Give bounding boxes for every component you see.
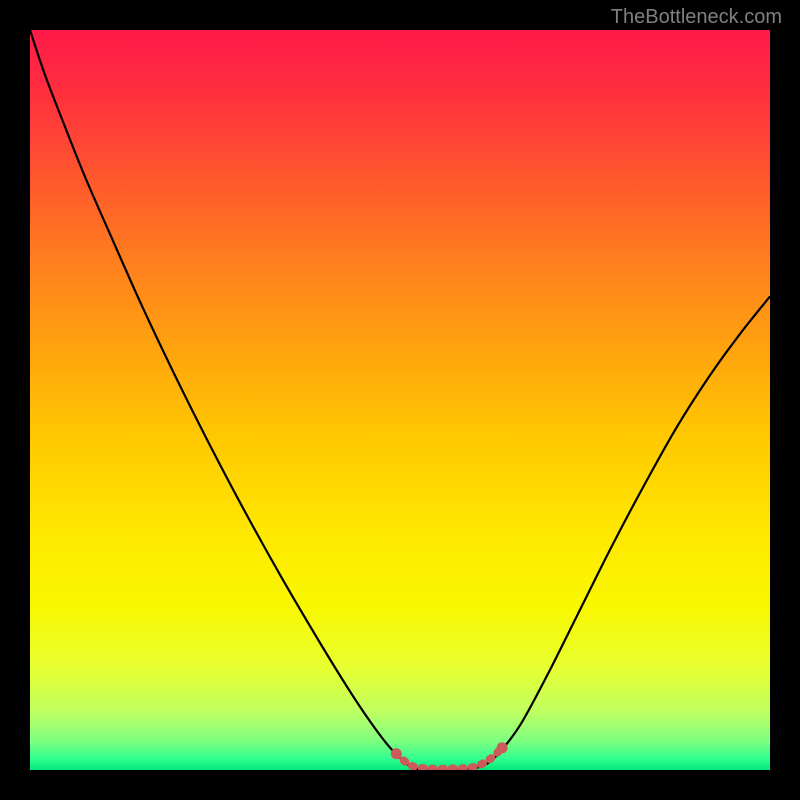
bottleneck-curve bbox=[30, 30, 770, 770]
curve-layer bbox=[30, 30, 770, 770]
chart-container bbox=[30, 30, 770, 770]
watermark-text: TheBottleneck.com bbox=[611, 6, 782, 29]
accent-overlay bbox=[396, 748, 502, 769]
